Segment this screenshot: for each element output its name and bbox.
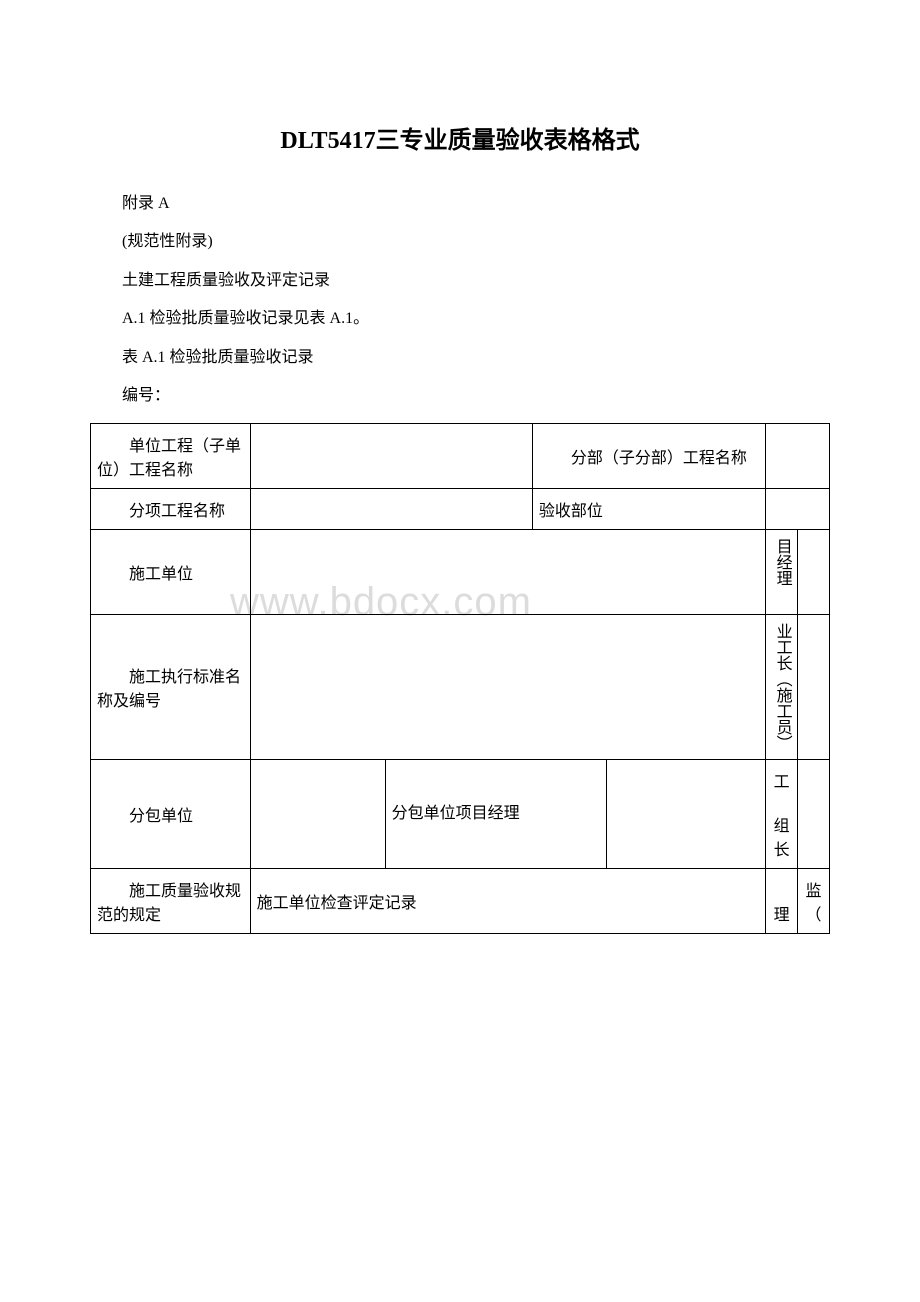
cell-acceptance-part-value [766,489,830,530]
cell-team-leader-bottom: 组长 [772,812,791,860]
cell-subitem-value [250,489,532,530]
cell-subcontractor-label: 分包单位 [91,760,251,869]
number-label: 编号： [90,377,830,415]
table-row: 单位工程（子单位）工程名称 分部（子分部）工程名称 [91,424,830,489]
appendix-label: 附录 A [90,185,830,223]
cell-foreman-value [798,615,830,760]
section-a1: A.1 检验批质量验收记录见表 A.1。 [90,300,830,338]
cell-supervisor-label-right: 监（ [798,869,830,934]
cell-subcontractor-value [250,760,385,869]
cell-subcontractor-pm-label: 分包单位项目经理 [385,760,606,869]
cell-team-leader-value [798,760,830,869]
cell-unit-project-label: 单位工程（子单位）工程名称 [91,424,251,489]
document-title: DLT5417三专业质量验收表格格式 [90,120,830,155]
table-row: 施工单位 目经理 [91,530,830,615]
cell-project-manager-label: 目经理 [766,530,798,615]
cell-acceptance-part-label: 验收部位 [532,489,765,530]
cell-team-leader-label: 工 组长 [766,760,798,869]
appendix-type: (规范性附录) [90,223,830,261]
cell-standard-value [250,615,766,760]
cell-standard-label: 施工执行标准名称及编号 [91,615,251,760]
inspection-form-table: 单位工程（子单位）工程名称 分部（子分部）工程名称 分项工程名称 验收部位 施工… [90,423,830,934]
cell-supervisor-label-left: 理 [766,869,798,934]
table-row: 分包单位 分包单位项目经理 工 组长 [91,760,830,869]
table-title: 表 A.1 检验批质量验收记录 [90,339,830,377]
cell-construction-unit-value [250,530,766,615]
cell-subpart-label: 分部（子分部）工程名称 [532,424,765,489]
table-row: 施工执行标准名称及编号 业工长（施工员） [91,615,830,760]
cell-subcontractor-pm-text: 分包单位项目经理 [392,798,600,830]
cell-project-manager-value [798,530,830,615]
cell-subitem-label: 分项工程名称 [91,489,251,530]
cell-inspection-record-label: 施工单位检查评定记录 [250,869,766,934]
cell-quality-spec-label: 施工质量验收规范的规定 [91,869,251,934]
cell-construction-unit-label: 施工单位 [91,530,251,615]
cell-team-leader-top: 工 [772,768,791,792]
cell-foreman-label: 业工长（施工员） [766,615,798,760]
cell-subpart-value [766,424,830,489]
table-row: 分项工程名称 验收部位 [91,489,830,530]
table-row: 施工质量验收规范的规定 施工单位检查评定记录 理 监（ [91,869,830,934]
cell-subcontractor-pm-value [606,760,766,869]
cell-unit-project-value [250,424,532,489]
appendix-desc: 土建工程质量验收及评定记录 [90,262,830,300]
